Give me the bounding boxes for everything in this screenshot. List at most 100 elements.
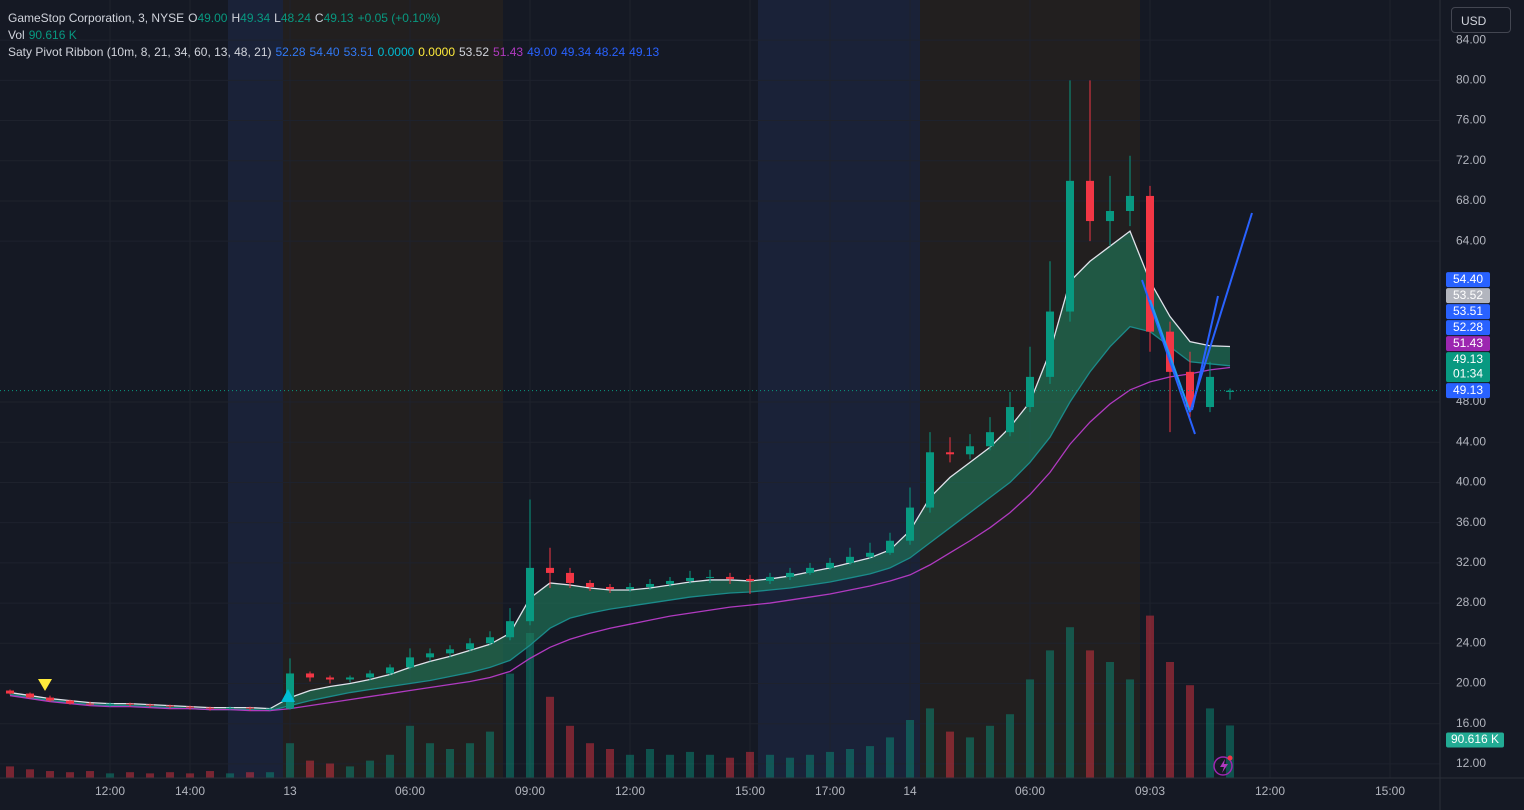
- x-tick-label: 09:03: [1135, 784, 1165, 798]
- legend: GameStop Corporation, 3, NYSE O49.00 H49.3…: [8, 10, 663, 61]
- ohlc-key: O: [188, 11, 198, 25]
- volume-bar: [1146, 615, 1154, 778]
- y-tick-label: 32.00: [1456, 555, 1486, 569]
- drawing-line[interactable]: [1141, 279, 1196, 435]
- candle-body: [586, 582, 594, 587]
- volume-bar: [1086, 650, 1094, 778]
- signal-down: [38, 679, 52, 691]
- volume-bar: [566, 725, 574, 778]
- candle-body: [986, 432, 994, 447]
- volume-bar: [726, 757, 734, 778]
- plot-background: [0, 0, 1440, 778]
- candle-body: [326, 677, 334, 680]
- x-tick-label: 15:00: [1375, 784, 1405, 798]
- candle-body: [1126, 195, 1134, 212]
- candle-body: [966, 446, 974, 455]
- indicator-value: 0.0000: [418, 45, 455, 59]
- candle-body: [1166, 331, 1174, 372]
- volume-bar: [746, 751, 754, 778]
- candle-body: [566, 572, 574, 583]
- drawing-line[interactable]: [1189, 212, 1253, 413]
- candle-body: [646, 583, 654, 587]
- volume-bar: [886, 737, 894, 778]
- volume-bar: [226, 773, 234, 778]
- volume-bar: [106, 773, 114, 778]
- candle-body: [66, 700, 74, 704]
- candle-body: [86, 703, 94, 705]
- volume-bar: [946, 731, 954, 778]
- candle-body: [786, 572, 794, 577]
- price-tag: [1446, 304, 1490, 320]
- indicator-value: 48.24: [595, 45, 626, 59]
- volume-bar: [206, 771, 214, 778]
- x-tick-label: 14: [903, 784, 917, 798]
- volume-bar: [826, 751, 834, 778]
- indicator-value: 49.13: [629, 45, 660, 59]
- indicator-value: 54.40: [309, 45, 340, 59]
- candle-body: [206, 707, 214, 709]
- countdown: 01:34: [1453, 366, 1483, 380]
- y-tick-label: 80.00: [1456, 72, 1486, 86]
- candle-body: [666, 580, 674, 584]
- y-tick-label: 84.00: [1456, 32, 1486, 46]
- candle-body: [226, 707, 234, 709]
- drawing-line[interactable]: [1149, 299, 1191, 413]
- volume-bar: [26, 769, 34, 778]
- volume-bar: [266, 772, 274, 778]
- indicator-name[interactable]: Saty Pivot Ribbon (10m, 8, 21, 34, 60, 1…: [8, 45, 272, 59]
- volume-bar: [766, 754, 774, 778]
- candle-body: [926, 452, 934, 508]
- ohlc-key: L: [274, 11, 281, 25]
- candle-body: [806, 567, 814, 573]
- currency-button[interactable]: USD: [1451, 7, 1511, 33]
- volume-bar: [1026, 679, 1034, 778]
- candle-body: [726, 576, 734, 579]
- volume-bar: [966, 737, 974, 778]
- volume-bar: [186, 773, 194, 778]
- candle-body: [446, 649, 454, 654]
- ohlc-value: 48.24: [280, 11, 311, 25]
- y-tick-label: 36.00: [1456, 515, 1486, 529]
- price-tag-label: 51.43: [1453, 336, 1483, 350]
- candle-body: [486, 637, 494, 644]
- candle-body: [886, 540, 894, 553]
- y-tick-label: 16.00: [1456, 716, 1486, 730]
- legend-row: GameStop Corporation, 3, NYSE O49.00 H49.3…: [8, 10, 663, 27]
- alert-icon[interactable]: [1213, 756, 1233, 776]
- x-tick-label: 13: [283, 784, 297, 798]
- volume-bar: [406, 725, 414, 778]
- y-tick-label: 44.00: [1456, 434, 1486, 448]
- volume-bar: [706, 754, 714, 778]
- ohlc-value: 49.13: [323, 11, 354, 25]
- volume-layer: [6, 615, 1234, 778]
- candle-body: [126, 703, 134, 705]
- indicator-value: 51.43: [493, 45, 524, 59]
- volume-bar: [686, 751, 694, 778]
- volume-bar: [6, 766, 14, 778]
- volume-bar: [846, 749, 854, 778]
- volume-bar: [466, 743, 474, 778]
- x-tick-label: 15:00: [735, 784, 765, 798]
- y-tick-label: 20.00: [1456, 676, 1486, 690]
- candle-body: [626, 586, 634, 590]
- x-tick-label: 06:00: [1015, 784, 1045, 798]
- indicator-value: 52.28: [275, 45, 306, 59]
- symbol[interactable]: GameStop Corporation, 3, NYSE: [8, 11, 185, 25]
- price-tag: [1446, 383, 1490, 399]
- candle-body: [946, 452, 954, 455]
- volume-bar: [386, 754, 394, 778]
- indicator-value: 0.0000: [377, 45, 415, 59]
- ohlc-value: 49.34: [240, 11, 271, 25]
- y-tick-label: 40.00: [1456, 475, 1486, 489]
- candle-body: [26, 693, 34, 698]
- volume-bar: [1186, 685, 1194, 778]
- candle-body: [406, 657, 414, 668]
- price-tag: [1446, 336, 1490, 352]
- volume-bar: [586, 743, 594, 778]
- ohlc-key: H: [231, 11, 241, 25]
- candle-body: [746, 578, 754, 581]
- volume-key: Vol: [8, 28, 25, 42]
- volume-bar: [1226, 725, 1234, 778]
- candle-body: [826, 562, 834, 568]
